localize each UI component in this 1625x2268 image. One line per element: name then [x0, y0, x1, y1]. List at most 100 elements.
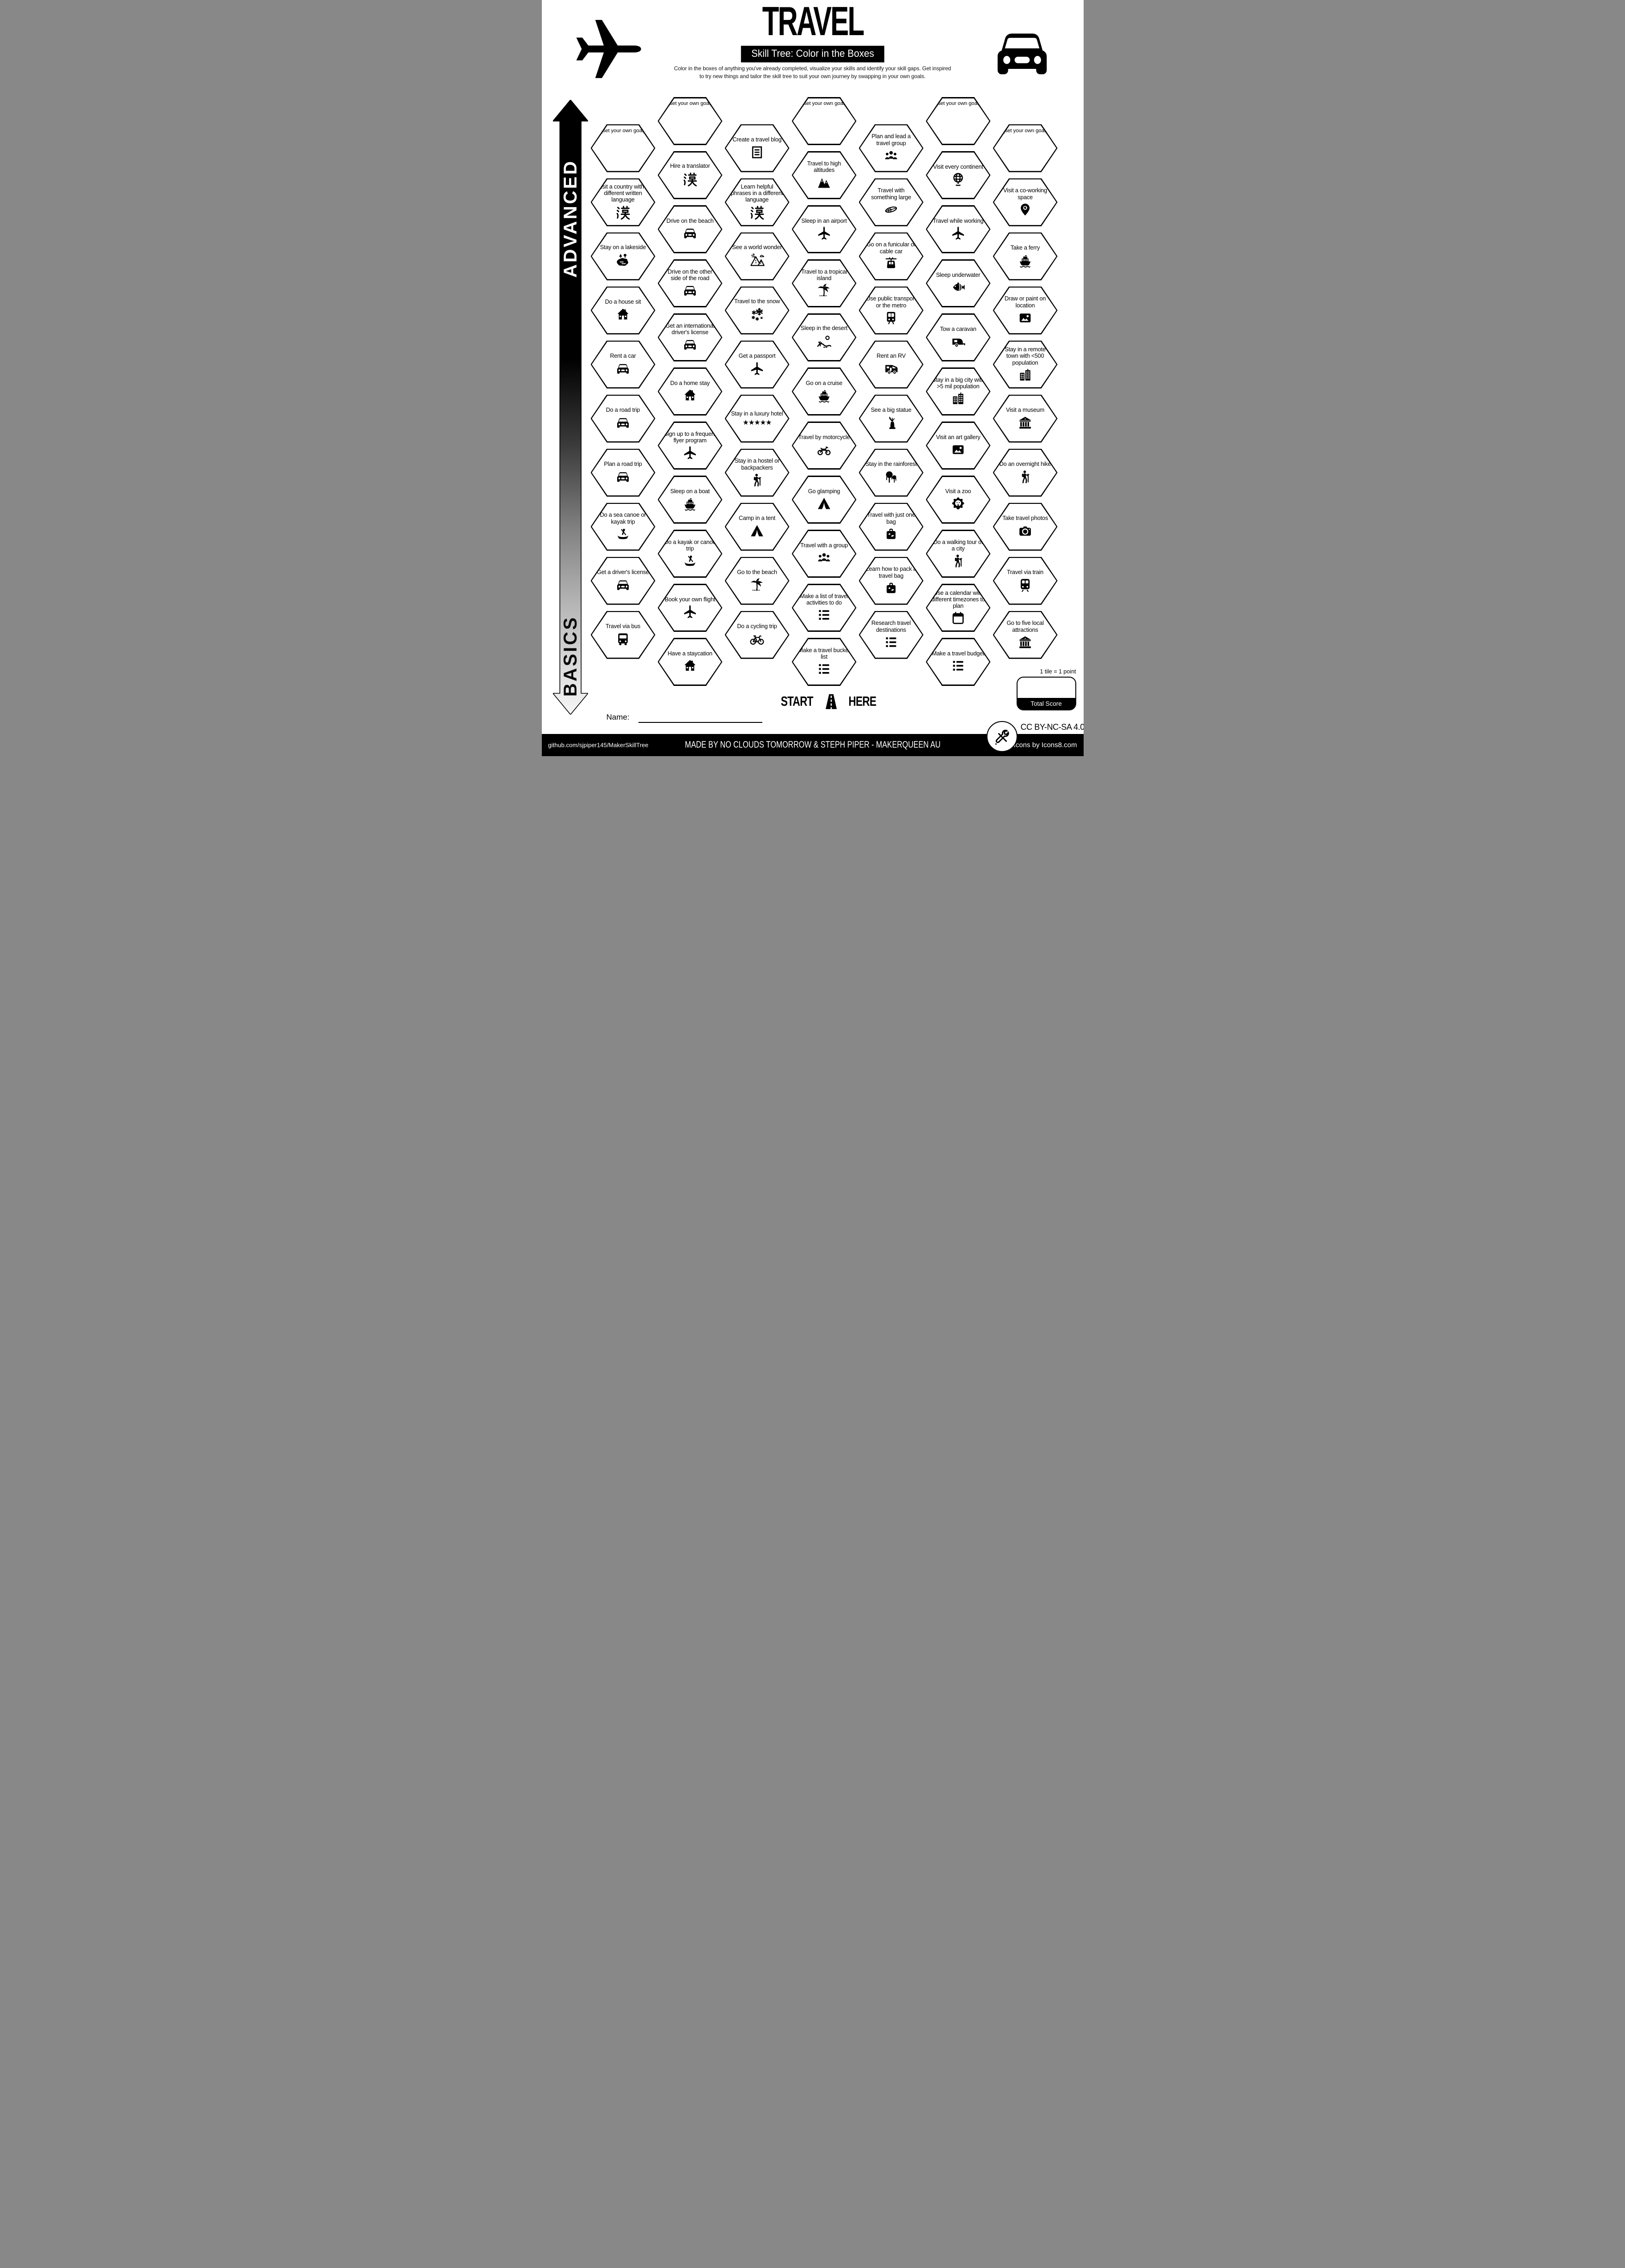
hex-tile[interactable]: Visit a zoo [926, 476, 991, 524]
hex-fill [659, 422, 721, 469]
hex-tile[interactable]: Make a travel budget [926, 638, 991, 686]
lion-icon [950, 496, 966, 511]
hex-fill [860, 233, 922, 279]
hex-tile[interactable]: Go to the beach [724, 556, 790, 605]
hex-label: See a big statue [871, 407, 912, 414]
hex-tile[interactable]: Create a travel blog [724, 124, 790, 172]
hiker-icon [749, 472, 765, 488]
hex-label: Make a list of travel activities to do [800, 593, 848, 606]
footer-repo-link[interactable]: github.com/sjpiper145/MakerSkillTree [548, 741, 649, 749]
hex-label: Create a travel blog [732, 136, 782, 143]
hex-tile[interactable]: Do a walking tour of a city [926, 530, 991, 578]
hex-label: Travel to a tropical island [801, 268, 847, 281]
hex-label: Make a travel bucket list [798, 647, 850, 660]
hex-tile[interactable]: Travel by motorcycle [791, 422, 857, 470]
hex-tile[interactable]: Research travel destinations [858, 611, 924, 659]
hex-tile[interactable]: Stay in a hostel or backpackers [724, 448, 790, 497]
hex-tile[interactable]: Have a staycation [657, 638, 723, 686]
hex-tile[interactable]: (set your own goal) [993, 124, 1058, 172]
hex-tile[interactable]: See a big statue [858, 394, 924, 443]
hex-tile[interactable]: Learn helpful phrases in a different lan… [724, 178, 790, 226]
hex-tile[interactable]: Visit a co-working space [993, 178, 1058, 226]
hex-fill [860, 612, 922, 658]
hex-tile[interactable]: Sleep on a boat [657, 476, 723, 524]
hex-tile[interactable]: (set your own goal) [791, 97, 857, 145]
hex-tile[interactable]: Go on a cruise [791, 367, 857, 416]
house-icon [682, 388, 698, 403]
hex-tile[interactable]: Rent an RV [858, 340, 924, 389]
hex-tile[interactable]: Hire a translator [657, 151, 723, 199]
hex-tile[interactable]: Sleep in an airport [791, 205, 857, 253]
hex-tile[interactable]: Do a home stay [657, 367, 723, 416]
hex-tile[interactable]: Drive on the other side of the road [657, 259, 723, 307]
hex-tile[interactable]: Plan a road trip [590, 448, 656, 497]
hex-tile[interactable]: Sleep in the desert [791, 313, 857, 361]
hex-tile[interactable]: Make a list of travel activities to do [791, 584, 857, 632]
hex-tile[interactable]: Travel with a group [791, 530, 857, 578]
hex-tile[interactable]: Do a kayak or canoe trip [657, 530, 723, 578]
hex-fill [860, 125, 922, 171]
hex-tile[interactable]: Go on a funicular or cable car [858, 232, 924, 281]
hex-tile[interactable]: Get a passport [724, 340, 790, 389]
hex-tile[interactable]: Take travel photos [993, 502, 1058, 551]
hex-tile[interactable]: Use a calendar with different timezones … [926, 584, 991, 632]
hex-tile[interactable]: See a world wonder [724, 232, 790, 281]
difficulty-arrow [552, 99, 589, 715]
hex-tile[interactable]: Go glamping [791, 476, 857, 524]
hex-label: Travel with something large [871, 187, 911, 201]
hex-tile[interactable]: Travel while working [926, 205, 991, 253]
car-icon [682, 283, 698, 298]
hex-tile[interactable]: Travel to the snow [724, 286, 790, 335]
hex-tile[interactable]: Go to five local attractions [993, 611, 1058, 659]
hex-tile[interactable]: Visit every continent [926, 151, 991, 199]
hex-label: Do a kayak or canoe trip [664, 538, 716, 552]
hex-tile[interactable]: Tow a caravan [926, 313, 991, 361]
hex-tile[interactable]: Draw or paint on location [993, 286, 1058, 335]
hex-tile[interactable]: Use public transport or the metro [858, 286, 924, 335]
hex-tile[interactable]: Plan and lead a travel group [858, 124, 924, 172]
hex-fill [793, 422, 855, 469]
hex-tile[interactable]: Stay in a big city with >5 mil populatio… [926, 367, 991, 416]
hex-tile[interactable]: Do a road trip [590, 394, 656, 443]
total-score-box[interactable]: Total Score [1016, 677, 1076, 710]
hex-tile[interactable]: Travel via bus [590, 611, 656, 659]
hex-tile[interactable]: (set your own goal) [657, 97, 723, 145]
hex-tile[interactable]: Travel via train [993, 556, 1058, 605]
hex-tile[interactable]: Make a travel bucket list [791, 638, 857, 686]
train-icon [1018, 577, 1033, 593]
hex-tile[interactable]: Do a house sit [590, 286, 656, 335]
hex-tile[interactable]: Stay in a remote town with <500 populati… [993, 340, 1058, 389]
footer-icons-credit[interactable]: Icons by Icons8.com [1013, 741, 1077, 749]
hex-fill [793, 585, 855, 631]
hex-tile[interactable]: Learn how to pack a travel bag [858, 556, 924, 605]
hex-tile[interactable]: Travel with just one bag [858, 502, 924, 551]
hex-tile[interactable]: Take a ferry [993, 232, 1058, 281]
hex-tile[interactable]: Stay in a luxury hotel ★★★★★ [724, 394, 790, 443]
hex-label: See a world wonder [732, 244, 782, 251]
hex-tile[interactable]: Stay in the rainforest [858, 448, 924, 497]
hex-label: Learn helpful phrases in a different lan… [731, 183, 783, 203]
hex-tile[interactable]: Do a cycling trip [724, 611, 790, 659]
hex-tile[interactable]: Visit an art gallery [926, 422, 991, 470]
hex-tile[interactable]: Visit a country with a different written… [590, 178, 656, 226]
hex-tile[interactable]: Get an international driver's license [657, 313, 723, 361]
hex-tile[interactable]: Do a sea canoe or kayak trip [590, 502, 656, 551]
hex-tile[interactable]: Sign up to a frequent flyer program [657, 422, 723, 470]
hex-tile[interactable]: Visit a museum [993, 394, 1058, 443]
hex-tile[interactable]: Get a driver's license [590, 556, 656, 605]
hex-tile[interactable]: Book your own flight [657, 584, 723, 632]
name-input-line[interactable] [638, 722, 762, 723]
hex-tile[interactable]: (set your own goal) [926, 97, 991, 145]
hex-tile[interactable]: Drive on the beach [657, 205, 723, 253]
hex-tile[interactable]: (set your own goal) [590, 124, 656, 172]
hex-tile[interactable]: Camp in a tent [724, 502, 790, 551]
hex-label: Use public transport or the metro [866, 295, 916, 309]
hex-tile[interactable]: Do an overnight hike [993, 448, 1058, 497]
hex-tile[interactable]: Stay on a lakeside [590, 232, 656, 281]
hex-tile[interactable]: Travel to high altitudes [791, 151, 857, 199]
hex-tile[interactable]: Sleep underwater [926, 259, 991, 307]
hex-tile[interactable]: Travel with something large [858, 178, 924, 226]
hex-tile[interactable]: Travel to a tropical island [791, 259, 857, 307]
hex-tile[interactable]: Rent a car [590, 340, 656, 389]
hex-label: Go glamping [808, 488, 840, 495]
